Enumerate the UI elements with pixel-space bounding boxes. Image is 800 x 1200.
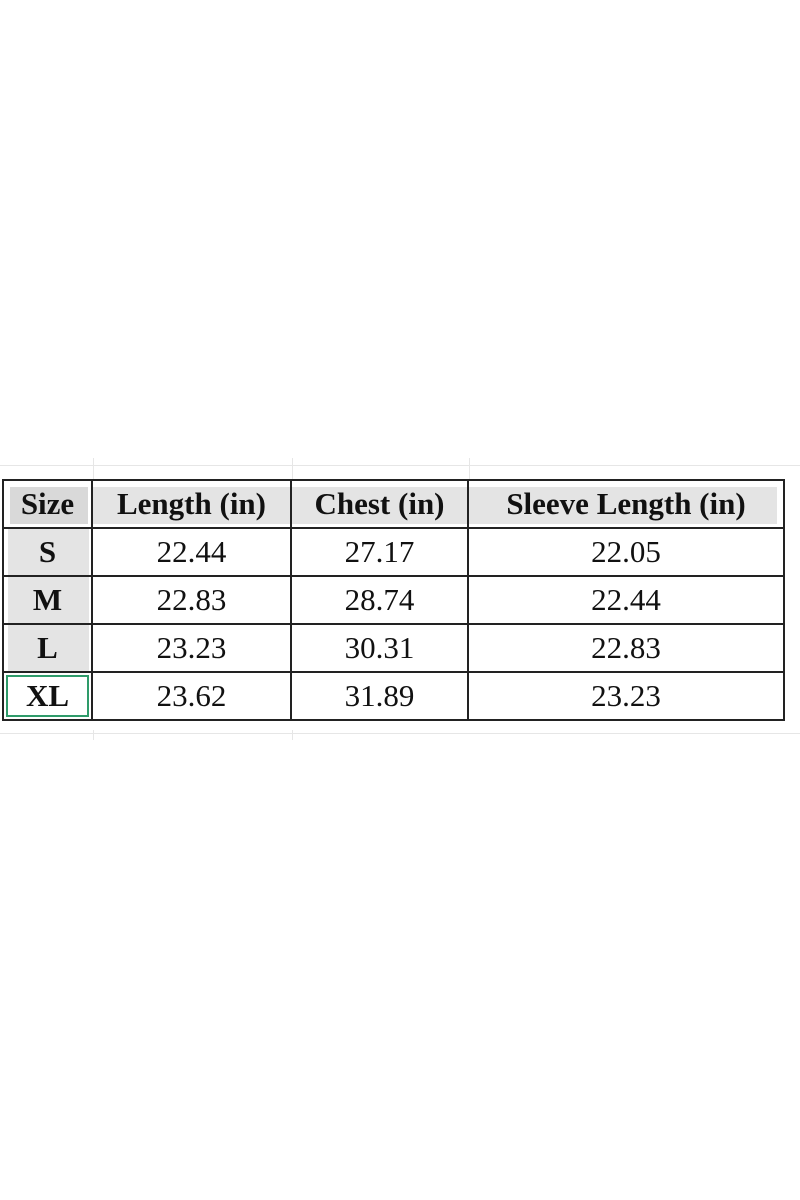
- size-cell-selected[interactable]: XL: [2, 671, 93, 721]
- header-row: Size Length (in) Chest (in) Sleeve Lengt…: [3, 480, 784, 529]
- length-cell[interactable]: 22.44: [91, 527, 292, 577]
- gridline: [292, 730, 293, 740]
- gridline: [292, 458, 293, 479]
- gridline: [469, 458, 470, 479]
- header-chest[interactable]: Chest (in): [291, 480, 469, 529]
- chest-cell[interactable]: 31.89: [290, 671, 469, 721]
- header-sleeve-length[interactable]: Sleeve Length (in): [468, 480, 784, 529]
- size-cell[interactable]: L: [2, 623, 93, 673]
- size-chart-table: Size Length (in) Chest (in) Sleeve Lengt…: [2, 479, 785, 721]
- table-row: M 22.83 28.74 22.44: [2, 575, 785, 625]
- gridline: [93, 730, 94, 740]
- gridline: [0, 733, 800, 734]
- header-length[interactable]: Length (in): [92, 480, 292, 529]
- sleeve-length-cell[interactable]: 22.44: [467, 575, 785, 625]
- sleeve-length-cell[interactable]: 22.83: [467, 623, 785, 673]
- table-row: L 23.23 30.31 22.83: [2, 623, 785, 673]
- chest-cell[interactable]: 28.74: [290, 575, 469, 625]
- header-size[interactable]: Size: [3, 480, 93, 529]
- sleeve-length-cell[interactable]: 22.05: [467, 527, 785, 577]
- gridline: [0, 465, 800, 466]
- chest-cell[interactable]: 27.17: [290, 527, 469, 577]
- size-cell[interactable]: S: [2, 527, 93, 577]
- length-cell[interactable]: 23.62: [91, 671, 292, 721]
- sleeve-length-cell[interactable]: 23.23: [467, 671, 785, 721]
- chest-cell[interactable]: 30.31: [290, 623, 469, 673]
- size-cell[interactable]: M: [2, 575, 93, 625]
- table-row: XL 23.62 31.89 23.23: [2, 671, 785, 721]
- table-row: S 22.44 27.17 22.05: [2, 527, 785, 577]
- length-cell[interactable]: 22.83: [91, 575, 292, 625]
- gridline: [93, 458, 94, 479]
- length-cell[interactable]: 23.23: [91, 623, 292, 673]
